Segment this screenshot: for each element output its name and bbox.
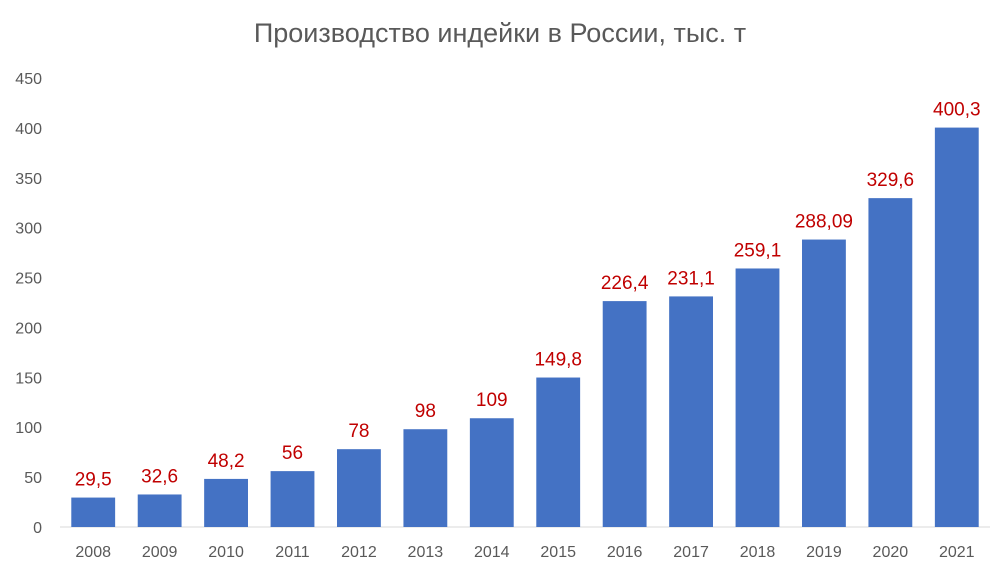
data-label-2015: 149,8 [534, 350, 582, 371]
x-tick-label: 2020 [873, 544, 909, 561]
bar-2010 [204, 478, 248, 527]
x-tick-label: 2010 [208, 544, 244, 561]
y-tick-label: 400 [15, 121, 42, 138]
bar-2018 [735, 268, 780, 527]
bar-2013 [403, 429, 448, 527]
bar-2020 [868, 198, 913, 527]
x-tick-label: 2015 [540, 544, 576, 561]
bar-2011 [270, 471, 315, 527]
bar-2012 [337, 449, 381, 527]
x-tick-label: 2012 [341, 544, 377, 561]
bar-2008 [71, 497, 116, 527]
bar-2019 [802, 239, 846, 527]
data-label-2014: 109 [476, 390, 508, 411]
y-tick-label: 100 [15, 420, 42, 437]
x-tick-label: 2014 [474, 544, 510, 561]
x-tick-label: 2021 [939, 544, 975, 561]
data-label-2019: 288,09 [795, 212, 853, 233]
y-tick-label: 150 [15, 370, 42, 387]
y-tick-label: 250 [15, 271, 42, 288]
bar-2017 [669, 296, 713, 527]
data-label-2009: 32,6 [141, 466, 178, 487]
chart-title: Производство индейки в России, тыс. т [253, 18, 747, 48]
data-label-2017: 231,1 [667, 268, 715, 289]
data-label-2013: 98 [415, 401, 436, 422]
data-label-2021: 400,3 [933, 100, 981, 121]
x-tick-label: 2019 [806, 544, 842, 561]
x-tick-label: 2008 [75, 544, 111, 561]
x-tick-label: 2017 [673, 544, 709, 561]
x-tick-label: 2016 [607, 544, 643, 561]
bar-2009 [137, 494, 182, 527]
data-label-2020: 329,6 [867, 170, 915, 191]
y-tick-label: 0 [33, 520, 42, 537]
x-tick-label: 2013 [408, 544, 444, 561]
y-tick-label: 350 [15, 171, 42, 188]
bar-2016 [602, 301, 647, 527]
data-label-2011: 56 [282, 443, 303, 464]
data-label-2010: 48,2 [208, 451, 245, 472]
x-tick-label: 2011 [275, 544, 310, 561]
y-tick-label: 200 [15, 320, 42, 337]
data-label-2012: 78 [348, 421, 369, 442]
data-label-2018: 259,1 [734, 240, 782, 261]
y-tick-label: 450 [15, 71, 42, 88]
x-tick-label: 2018 [740, 544, 776, 561]
data-label-2008: 29,5 [75, 470, 112, 491]
y-tick-label: 300 [15, 221, 42, 238]
x-tick-label: 2009 [142, 544, 178, 561]
data-label-2016: 226,4 [601, 273, 649, 294]
bar-2021 [934, 127, 979, 528]
bar-2015 [536, 377, 581, 527]
y-tick-label: 50 [24, 470, 42, 487]
bar-2014 [469, 418, 514, 527]
